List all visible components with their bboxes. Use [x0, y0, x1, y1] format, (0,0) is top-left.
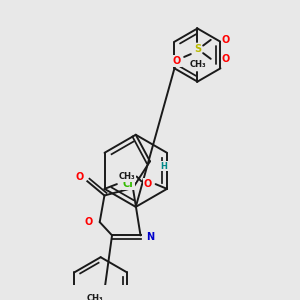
Text: O: O	[84, 217, 92, 227]
Text: S: S	[194, 44, 201, 54]
Text: O: O	[172, 56, 181, 66]
Text: O: O	[222, 35, 230, 45]
Text: CH₃: CH₃	[119, 172, 135, 181]
Text: CH₃: CH₃	[189, 60, 206, 69]
Text: H: H	[160, 162, 167, 171]
Text: CH₃: CH₃	[87, 293, 104, 300]
Text: N: N	[146, 232, 154, 242]
Text: O: O	[222, 54, 230, 64]
Text: Cl: Cl	[123, 179, 134, 189]
Text: O: O	[144, 179, 152, 189]
Text: O: O	[76, 172, 84, 182]
